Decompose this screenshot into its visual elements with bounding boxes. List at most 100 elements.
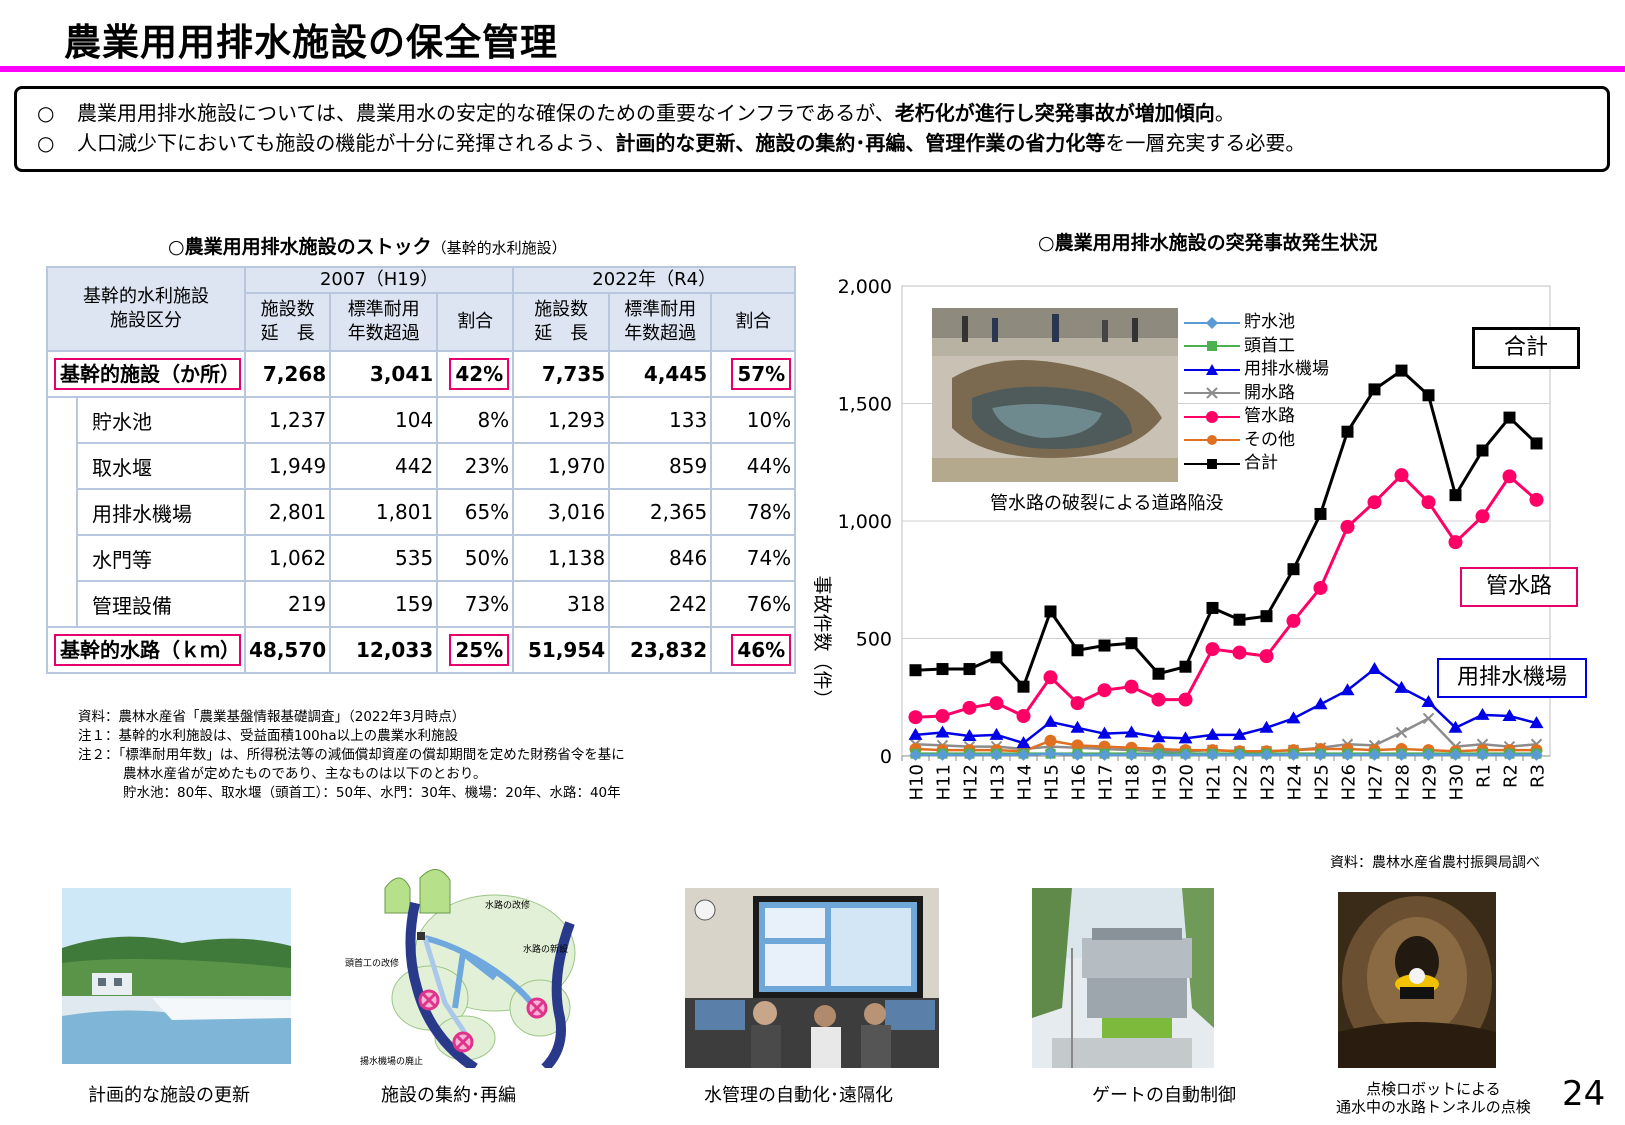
cell: 51,954 — [512, 626, 611, 674]
data-point — [909, 748, 922, 761]
data-point — [990, 651, 1003, 664]
gate-photo — [1032, 888, 1214, 1068]
table-row: 取水堰 1,949 442 23% 1,970 859 44% — [47, 442, 797, 490]
data-point — [1098, 748, 1111, 761]
diagram-label-waterway-new: 水路の新設 — [523, 943, 568, 955]
x-tick-label: H17 — [1096, 764, 1117, 800]
x-tick-label: H15 — [1042, 764, 1063, 800]
header-ratio-1: 割合 — [436, 292, 515, 352]
legend-label: 開水路 — [1244, 382, 1295, 403]
y-axis-label: 事故件数（件） — [811, 575, 833, 708]
data-point — [990, 748, 1003, 761]
data-point — [1475, 509, 1490, 524]
cell: 7,735 — [512, 350, 611, 398]
cell: 859 — [608, 442, 713, 490]
summary-2-bold: 計画的な更新、施設の集約･再編、管理作業の省力化等 — [615, 131, 1106, 155]
cell: 23,832 — [608, 626, 713, 674]
y-tick-label: 1,500 — [838, 394, 892, 416]
data-point — [1152, 667, 1165, 680]
cell: 48,570 — [243, 626, 332, 674]
data-point — [1476, 748, 1489, 761]
x-tick-label: H26 — [1339, 764, 1360, 800]
data-point — [935, 709, 950, 724]
data-point — [1314, 507, 1327, 520]
stock-heading: ○農業用用排水施設のストック（基幹的水利施設） — [168, 232, 567, 259]
cell: 46% — [710, 626, 797, 674]
diagram-label-headworks-repair: 頭首工の改修 — [345, 957, 399, 969]
cell: 57% — [710, 350, 797, 398]
note-line: 貯水池：80年、取水堰（頭首工）：50年、水門：30年、機場：20年、水路：40… — [123, 785, 621, 801]
photo-caption: 管水路の破裂による道路陥没 — [990, 493, 1224, 514]
data-point — [1313, 697, 1328, 710]
legend-item: 開水路 — [1184, 382, 1329, 406]
data-point — [1179, 748, 1192, 761]
data-point — [1233, 748, 1246, 761]
data-point — [1043, 714, 1058, 727]
data-point — [989, 727, 1004, 740]
header-count-2: 施設数 延 長 — [512, 292, 611, 352]
legend-item: 貯水池 — [1184, 311, 1329, 335]
x-tick-label: H27 — [1366, 764, 1387, 800]
data-point — [1367, 495, 1382, 510]
stock-table: 基幹的水利施設 施設区分 2007（H19） 2022年（R4） 施設数 延 長… — [46, 266, 797, 674]
cell: 2,801 — [243, 488, 332, 536]
cell: 535 — [329, 534, 439, 582]
summary-2-pre: 人口減少下においても施設の機能が十分に発揮されるよう、 — [77, 131, 616, 155]
data-point — [1340, 519, 1355, 534]
data-point — [1394, 680, 1409, 693]
x-tick-label: R3 — [1528, 764, 1549, 788]
data-point — [1286, 613, 1301, 628]
series-line — [915, 739, 1537, 753]
caption-robot-line2: 通水中の水路トンネルの点検 — [1336, 1098, 1531, 1116]
row-label: 管理設備 — [76, 580, 246, 628]
data-point — [1071, 748, 1084, 761]
x-tick-label: H16 — [1069, 764, 1090, 800]
row-label-box: 基幹的水路（ｋｍ） — [54, 634, 241, 666]
data-point — [1367, 662, 1382, 675]
x-tick-label: R2 — [1501, 764, 1522, 788]
data-point — [1233, 613, 1246, 626]
data-point — [1341, 748, 1354, 761]
cell: 42% — [436, 350, 515, 398]
header-over-2: 標準耐用 年数超過 — [608, 292, 713, 352]
cell: 1,970 — [512, 442, 611, 490]
x-tick-label: H23 — [1258, 764, 1279, 800]
chart-source: 資料：農林水産省農村振興局調べ — [1330, 855, 1540, 871]
cell: 44% — [710, 442, 797, 490]
data-point — [908, 727, 923, 740]
ratio-box: 25% — [449, 634, 510, 666]
data-point — [1503, 411, 1516, 424]
data-point — [1422, 712, 1435, 725]
diagram-label-pump-abolish: 揚水機場の廃止 — [360, 1055, 423, 1067]
y-tick-label: 1,000 — [838, 511, 892, 533]
header-count-1: 施設数 延 長 — [243, 292, 332, 352]
cell: 846 — [608, 534, 713, 582]
header-category: 基幹的水利施設 施設区分 — [46, 266, 246, 352]
data-point — [1260, 748, 1273, 761]
cell: 8% — [436, 396, 515, 444]
header-period-2: 2022年（R4） — [512, 266, 797, 294]
x-tick-label: H24 — [1285, 764, 1306, 800]
data-point — [1124, 725, 1139, 738]
tunnel-robot-photo — [1338, 892, 1496, 1068]
stock-heading-sub: （基幹的水利施設） — [431, 239, 567, 257]
chart-legend: 貯水池 頭首工 用排水機場 開水路 管水路 その他 合計 — [1184, 311, 1329, 476]
table-row: 管理設備 219 159 73% 318 242 76% — [47, 580, 797, 628]
chart-series — [908, 364, 1544, 761]
accident-heading: ○農業用用排水施設の突発事故発生状況 — [1038, 232, 1378, 254]
row-label: 基幹的施設（か所） — [46, 350, 246, 398]
summary-box: ○ 農業用用排水施設については、農業用水の安定的な確保のための重要なインフラである… — [14, 86, 1610, 172]
cell: 1,293 — [512, 396, 611, 444]
data-point — [1125, 748, 1138, 761]
cell: 1,138 — [512, 534, 611, 582]
data-point — [1206, 601, 1219, 614]
callout-pipe: 管水路 — [1460, 567, 1578, 607]
cell: 104 — [329, 396, 439, 444]
cell: 159 — [329, 580, 439, 628]
data-point — [1395, 726, 1408, 739]
cell: 219 — [243, 580, 332, 628]
data-point — [1502, 469, 1517, 484]
cell: 65% — [436, 488, 515, 536]
x-tick-label: R1 — [1474, 764, 1495, 788]
legend-item: その他 — [1184, 429, 1329, 453]
